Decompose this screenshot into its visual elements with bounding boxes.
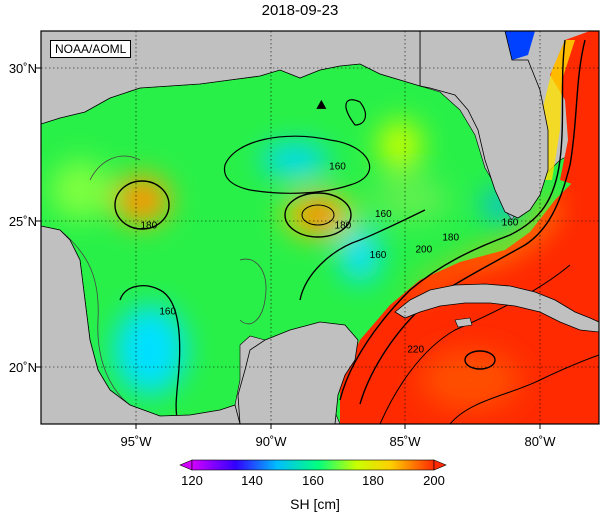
colorbar-tick-180: 180 <box>362 473 384 488</box>
contour-label-4: 160 <box>370 250 387 261</box>
marker-layer <box>316 99 327 109</box>
contour-label-7: 160 <box>502 218 519 229</box>
lat-label-20n: 20˚N <box>8 360 37 375</box>
lat-label-25n: 25˚N <box>8 214 37 229</box>
colorbar-high-arrow <box>433 459 447 471</box>
grid-lines <box>41 31 599 424</box>
colorbar-tick-160: 160 <box>302 473 324 488</box>
contour-label-1: 180 <box>140 221 157 232</box>
us-landmass <box>41 31 421 125</box>
colorbar-title: SH [cm] <box>290 496 340 512</box>
contour-label-0: 160 <box>329 162 346 173</box>
contours <box>59 39 599 424</box>
yucatan-landmass <box>237 321 359 424</box>
lat-label-30n: 30˚N <box>8 61 37 76</box>
colorbar-tick-120: 120 <box>181 473 203 488</box>
station-marker <box>316 99 327 109</box>
contour-label-2: 180 <box>335 221 352 232</box>
lon-label-85w: 85˚W <box>389 434 421 449</box>
ssh-field <box>41 31 599 424</box>
frame-ticks <box>36 67 541 429</box>
florida-landmass <box>419 31 549 219</box>
florida-yellow-band <box>540 40 575 180</box>
lon-label-95w: 95˚W <box>120 434 152 449</box>
caribbean-orange-band <box>395 195 560 305</box>
lon-label-80w: 80˚W <box>524 434 556 449</box>
colorbar-low-arrow <box>179 459 193 471</box>
contour-label-8: 200 <box>415 244 432 255</box>
lon-label-90w: 90˚W <box>255 434 287 449</box>
colorbar-gradient <box>191 459 435 471</box>
cuba-landmass <box>394 283 599 333</box>
colorbar <box>179 459 447 471</box>
north-cold-lobe <box>505 31 535 60</box>
island-small <box>454 317 473 328</box>
plot-area: 160 180 180 160 160 160 180 160 200 220 <box>41 31 599 424</box>
plot-frame <box>40 30 600 425</box>
colorbar-tick-200: 200 <box>423 473 445 488</box>
contour-label-6: 180 <box>442 232 459 243</box>
figure-title: 2018-09-23 <box>261 2 339 19</box>
color-patches <box>50 120 520 410</box>
credit-label: NOAA/AOML <box>50 40 132 58</box>
colorbar-tick-140: 140 <box>241 473 263 488</box>
mexico-landmass <box>41 225 241 424</box>
contour-label-3: 160 <box>375 209 392 220</box>
contour-label-5: 160 <box>159 306 176 317</box>
contour-label-9: 220 <box>407 345 424 356</box>
contour-labels: 160 180 180 160 160 160 180 160 200 220 <box>140 162 518 356</box>
